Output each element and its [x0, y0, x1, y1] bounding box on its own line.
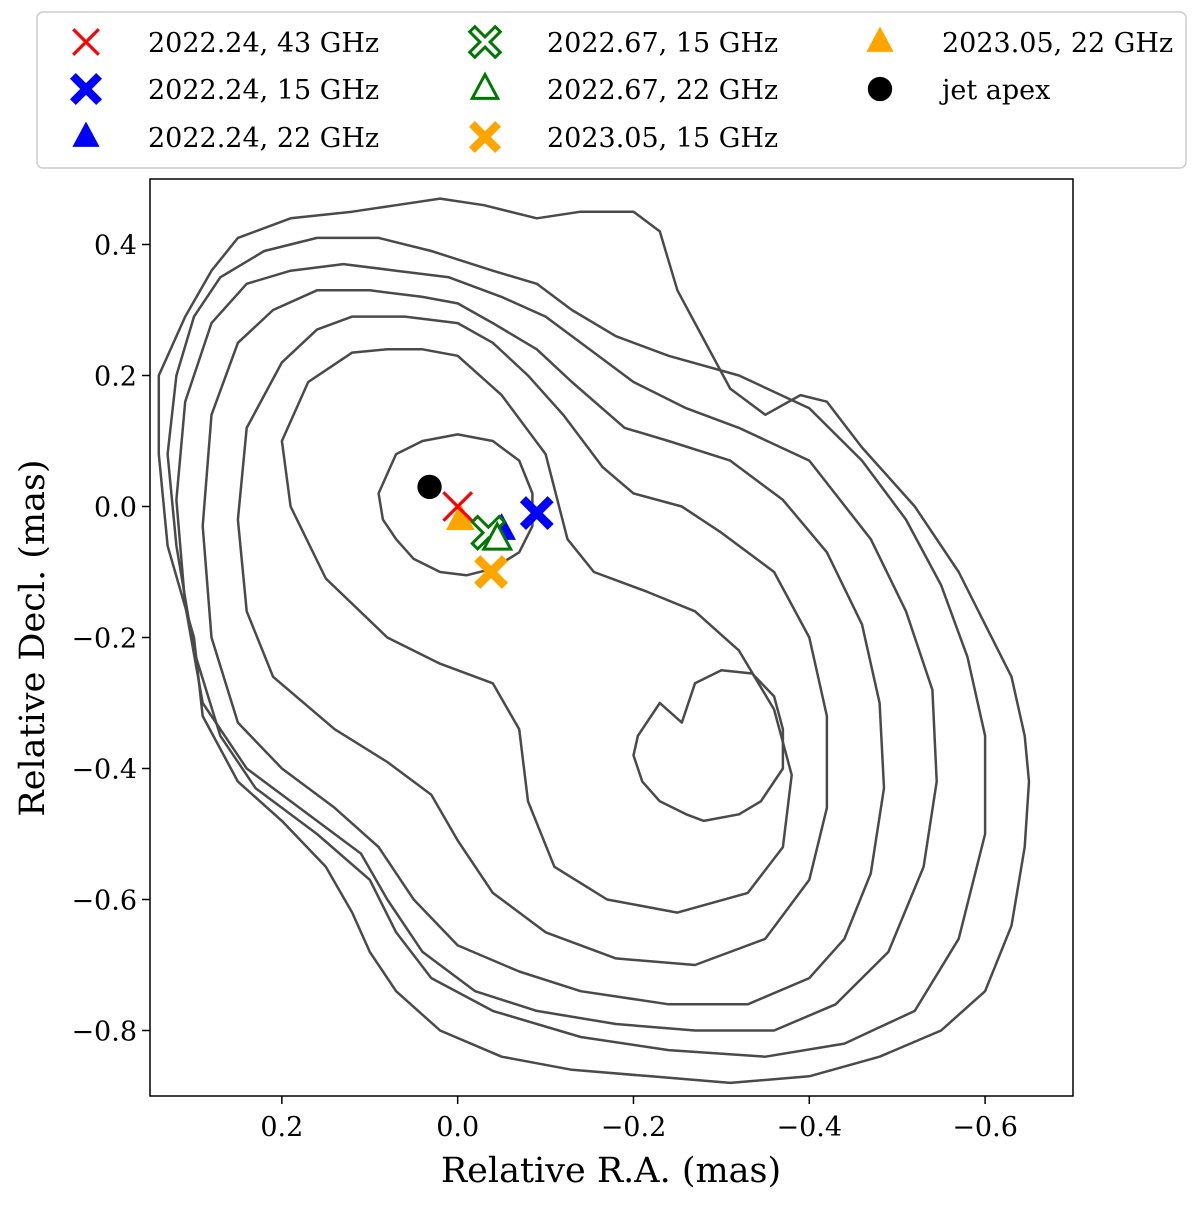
legend-label: 2022.24, 43 GHz [148, 28, 379, 59]
contour-level-4 [236, 315, 829, 967]
contour-level-7 [166, 236, 987, 1058]
legend-label: 2023.05, 15 GHz [547, 123, 778, 154]
legend-item-2022-24-43-ghz: 2022.24, 43 GHz [73, 28, 379, 59]
legend-item-2022-67-22-ghz: 2022.67, 22 GHz [472, 75, 778, 106]
legend-marker [470, 122, 501, 153]
x-tick-label: 0.0 [436, 1112, 479, 1143]
legend-item-2023-05-15-ghz: 2023.05, 15 GHz [470, 122, 778, 154]
contour-level-8 [157, 197, 1031, 1085]
y-axis-ticks: 0.4 0.2 0.0 −0.2 −0.4 −0.6 −0.8 [71, 231, 150, 1048]
data-point-2023-05-15-ghz [475, 556, 507, 588]
legend-item-2022-24-22-ghz: 2022.24, 22 GHz [73, 123, 379, 154]
legend-label: 2022.67, 22 GHz [547, 75, 778, 106]
x-axis-ticks: 0.2 0.0 −0.2 −0.4 −0.6 [260, 1096, 1018, 1143]
contour-level-1 [377, 433, 534, 577]
marker-layer [417, 474, 553, 588]
data-point-2022-24-15-ghz [521, 497, 553, 529]
y-tick-label: 0.0 [94, 493, 137, 524]
legend-item-2022-24-15-ghz: 2022.24, 15 GHz [71, 74, 379, 106]
legend-item-2022-67-15-ghz: 2022.67, 15 GHz [470, 27, 778, 59]
legend-label: 2022.24, 22 GHz [148, 123, 379, 154]
y-axis-label: Relative Decl. (mas) [13, 459, 53, 816]
data-point-jet-apex [417, 474, 442, 500]
y-tick-label: −0.6 [71, 886, 137, 917]
legend-marker [867, 28, 893, 52]
contour-level-5 [201, 289, 886, 1006]
legend-marker [470, 27, 501, 58]
plot-frame [149, 178, 1074, 1097]
legend: 2022.24, 43 GHz 2022.24, 15 GHz 2022.24, 2… [36, 11, 1187, 169]
legend-marker [71, 74, 102, 105]
legend-label: 2022.67, 15 GHz [547, 28, 778, 59]
contour-layer [157, 197, 1031, 1085]
legend-frame [36, 11, 1187, 169]
legend-marker [73, 123, 99, 147]
legend-label: 2022.24, 15 GHz [148, 75, 379, 106]
legend-item-jet-apex: jet apex [867, 75, 1050, 106]
x-tick-label: 0.2 [260, 1112, 303, 1143]
legend-marker [472, 75, 498, 99]
y-tick-label: 0.2 [94, 362, 137, 393]
x-tick-label: −0.4 [777, 1112, 843, 1143]
legend-label: 2023.05, 22 GHz [942, 28, 1173, 59]
contour-level-6 [175, 262, 938, 1032]
contour-level-3 [280, 348, 793, 914]
x-axis-label: Relative R.A. (mas) [441, 1151, 781, 1191]
y-tick-label: −0.4 [71, 755, 137, 786]
legend-label: jet apex [939, 75, 1050, 106]
legend-item-2023-05-22-ghz: 2023.05, 22 GHz [867, 28, 1173, 59]
legend-marker [867, 76, 893, 102]
x-tick-label: −0.2 [601, 1112, 667, 1143]
y-tick-label: 0.4 [94, 231, 137, 262]
legend-marker [73, 29, 99, 55]
data-point-2022-67-22-ghz [484, 524, 511, 549]
y-tick-label: −0.2 [71, 624, 137, 655]
y-tick-label: −0.8 [71, 1017, 137, 1048]
data-point-2022-24-43-ghz [443, 492, 472, 521]
x-tick-label: −0.6 [952, 1112, 1018, 1143]
contour-level-2 [632, 669, 785, 823]
